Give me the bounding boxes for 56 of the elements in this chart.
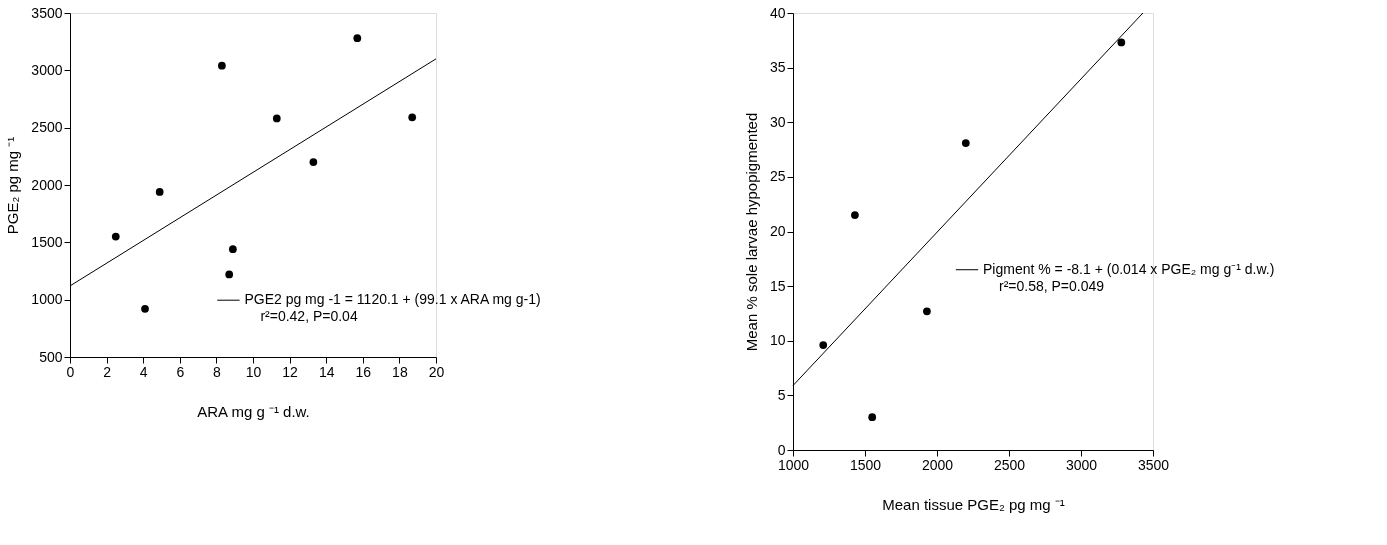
x-tick-label: 3500 bbox=[1137, 456, 1170, 473]
x-tick-label: 16 bbox=[355, 363, 372, 380]
point bbox=[408, 113, 417, 122]
y-axis-title: Mean % sole larvae hypopigmented bbox=[742, 112, 760, 352]
y-tick-label: 30 bbox=[769, 113, 786, 130]
y-tick-label: 0 bbox=[777, 441, 786, 458]
y-tick-label: 3000 bbox=[31, 61, 63, 78]
legend-label: Pigment % = -8.1 + (0.014 x PGE₂ mg g⁻¹ d.w.) bbox=[983, 260, 1275, 277]
x-tick-label: 6 bbox=[176, 363, 185, 380]
annotation: r²=0.42, P=0.04 bbox=[260, 308, 358, 325]
y-tick-label: 3500 bbox=[31, 4, 63, 21]
x-tick-label: 20 bbox=[428, 363, 445, 380]
x-tick-label: 2000 bbox=[921, 456, 954, 473]
y-tick-label: 35 bbox=[769, 59, 786, 76]
y-tick-label: 2500 bbox=[31, 119, 63, 136]
x-tick-label: 10 bbox=[245, 363, 262, 380]
point bbox=[272, 114, 281, 123]
point bbox=[353, 34, 362, 43]
y-tick-label: 40 bbox=[769, 4, 786, 21]
point bbox=[141, 304, 149, 313]
point bbox=[155, 188, 164, 196]
point bbox=[218, 61, 226, 70]
x-tick-label: 2500 bbox=[993, 456, 1026, 473]
point bbox=[961, 139, 970, 147]
x-tick-label: 3000 bbox=[1065, 456, 1098, 473]
y-tick-label: 5 bbox=[777, 386, 786, 403]
y-axis-title: PGE₂ pg mg ⁻¹ bbox=[4, 136, 22, 235]
y-tick-label: 10 bbox=[769, 332, 786, 349]
x-tick-label: 0 bbox=[66, 363, 75, 380]
y-tick-label: 1500 bbox=[31, 233, 63, 250]
y-tick-label: 1000 bbox=[31, 291, 63, 308]
x-tick-label: 2 bbox=[103, 363, 112, 380]
x-axis-title: Mean tissue PGE₂ pg mg ⁻¹ bbox=[882, 495, 1065, 513]
point bbox=[868, 413, 877, 422]
y-tick-label: 20 bbox=[769, 223, 786, 239]
y-tick-label: 25 bbox=[769, 168, 786, 185]
x-tick-label: 4 bbox=[139, 363, 148, 380]
x-tick-label: 14 bbox=[318, 363, 335, 380]
point bbox=[819, 341, 828, 349]
x-tick-label: 8 bbox=[213, 363, 221, 380]
legend-label: PGE2 pg mg -1 = 1120.1 + (99.1 x ARA mg g-1) bbox=[244, 291, 541, 308]
annotation: r²=0.58, P=0.049 bbox=[999, 277, 1105, 294]
point bbox=[111, 232, 120, 241]
point bbox=[1117, 38, 1126, 47]
y-tick-label: 500 bbox=[39, 348, 63, 365]
x-axis-title: ARA mg g ⁻¹ d.w. bbox=[197, 402, 310, 420]
y-tick-label: 15 bbox=[769, 277, 786, 294]
y-tick-label: 2000 bbox=[31, 176, 63, 193]
point bbox=[229, 245, 237, 254]
x-tick-label: 12 bbox=[282, 363, 299, 380]
point bbox=[225, 270, 234, 279]
x-tick-label: 1500 bbox=[849, 456, 882, 473]
point bbox=[309, 158, 318, 166]
point bbox=[851, 211, 859, 219]
x-tick-label: 18 bbox=[392, 363, 408, 380]
point bbox=[923, 307, 931, 316]
